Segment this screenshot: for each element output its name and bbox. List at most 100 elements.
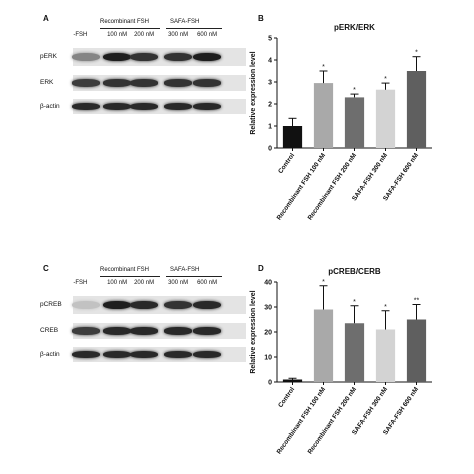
blot-band bbox=[130, 52, 158, 62]
panel-letter-c: C bbox=[43, 264, 49, 273]
blot-row-label: pERK bbox=[40, 53, 57, 60]
blot-strip bbox=[73, 48, 246, 66]
blot-band bbox=[193, 103, 221, 110]
bar-4 bbox=[375, 89, 396, 148]
blot-band bbox=[103, 79, 131, 87]
x-tick-label: Control bbox=[277, 386, 296, 409]
western-blot-c: Recombinant FSH SAFA-FSH -FSH 100 nM 200 nM 3… bbox=[0, 0, 246, 380]
blot-strip bbox=[73, 75, 246, 91]
group-header-recombinant-fsh: Recombinant FSH bbox=[100, 267, 150, 273]
blot-band bbox=[72, 79, 100, 87]
blot-band bbox=[164, 103, 192, 110]
significance-marker: * bbox=[353, 87, 356, 94]
chart-title: pCREB/CERB bbox=[328, 267, 381, 276]
blot-band bbox=[130, 300, 158, 310]
blot-band bbox=[130, 79, 158, 87]
lane-label: -FSH bbox=[73, 280, 88, 286]
y-tick-label: 0 bbox=[268, 380, 272, 387]
blot-band bbox=[103, 103, 131, 110]
y-axis-label: Relative expression level bbox=[250, 290, 257, 373]
x-tick-label: SAFA-FSH 600 nM bbox=[382, 386, 420, 436]
y-tick-label: 2 bbox=[268, 102, 272, 109]
bar-2 bbox=[313, 83, 334, 148]
y-tick-label: 3 bbox=[268, 80, 272, 87]
lane-label: 100 nM bbox=[107, 32, 128, 38]
lane-label: 200 nM bbox=[134, 32, 155, 38]
group-header-safa-fsh: SAFA-FSH bbox=[170, 267, 200, 273]
x-tick-label: Control bbox=[277, 152, 296, 175]
blot-band bbox=[72, 327, 100, 335]
blot-band bbox=[72, 351, 100, 358]
chart-title: pERK/ERK bbox=[334, 23, 375, 32]
significance-marker: * bbox=[322, 279, 325, 286]
blot-band bbox=[103, 351, 131, 358]
blot-strip bbox=[73, 323, 246, 339]
y-tick-label: 40 bbox=[264, 280, 272, 287]
significance-marker: * bbox=[353, 299, 356, 306]
blot-row-label: pCREB bbox=[40, 301, 62, 308]
bar-3 bbox=[344, 323, 365, 382]
blot-band bbox=[164, 300, 192, 310]
panel-letter-d: D bbox=[258, 264, 264, 273]
lane-label: 300 nM bbox=[168, 280, 189, 286]
y-tick-label: 10 bbox=[264, 355, 272, 362]
group-underline-recombinant-fsh bbox=[100, 28, 160, 29]
panel-letter-b: B bbox=[258, 14, 264, 23]
y-tick-label: 20 bbox=[264, 330, 272, 337]
lane-label: 300 nM bbox=[168, 32, 189, 38]
blot-row-label: CREB bbox=[40, 327, 59, 334]
x-tick-label: SAFA-FSH 300 nM bbox=[351, 386, 389, 436]
western-blot-a: Recombinant FSH SAFA-FSH -FSH 100 nM 200 nM 3… bbox=[0, 0, 246, 140]
lane-label: -FSH bbox=[73, 32, 88, 38]
blot-band bbox=[103, 300, 131, 310]
bar-2 bbox=[313, 309, 334, 382]
lane-label: 600 nM bbox=[197, 32, 218, 38]
x-tick-label: Recombinant FSH 100 nM bbox=[276, 152, 328, 221]
x-tick-label: Recombinant FSH 200 nM bbox=[307, 152, 359, 221]
bar-1 bbox=[282, 379, 303, 382]
x-tick-label: Recombinant FSH 100 nM bbox=[276, 386, 328, 455]
group-underline-safa-fsh bbox=[166, 28, 222, 29]
x-tick-label: SAFA-FSH 300 nM bbox=[351, 152, 389, 202]
group-underline-recombinant-fsh bbox=[100, 276, 160, 277]
blot-band bbox=[193, 79, 221, 87]
blot-band bbox=[130, 327, 158, 335]
blot-band bbox=[72, 103, 100, 110]
y-tick-label: 0 bbox=[268, 146, 272, 153]
blot-strip bbox=[73, 296, 246, 314]
blot-band bbox=[130, 351, 158, 358]
lane-label: 600 nM bbox=[197, 280, 218, 286]
x-tick-label: SAFA-FSH 600 nM bbox=[382, 152, 420, 202]
blot-band bbox=[164, 79, 192, 87]
blot-band bbox=[193, 327, 221, 335]
blot-band bbox=[130, 103, 158, 110]
group-header-recombinant-fsh: Recombinant FSH bbox=[100, 19, 150, 25]
bar-4 bbox=[375, 329, 396, 382]
blot-band bbox=[193, 351, 221, 358]
y-axis-label: Relative expression level bbox=[250, 51, 257, 134]
group-header-safa-fsh: SAFA-FSH bbox=[170, 19, 200, 25]
blot-band bbox=[164, 327, 192, 335]
bar-3 bbox=[344, 97, 365, 148]
y-tick-label: 4 bbox=[268, 58, 272, 65]
blot-row-label: β-actin bbox=[40, 102, 60, 110]
blot-band bbox=[103, 327, 131, 335]
significance-marker: * bbox=[384, 76, 387, 83]
y-tick-label: 1 bbox=[268, 124, 272, 131]
blot-strip bbox=[73, 347, 246, 362]
lane-label: 100 nM bbox=[107, 280, 128, 286]
blot-band bbox=[164, 52, 192, 62]
blot-row-label: ERK bbox=[40, 79, 54, 86]
lane-label: 200 nM bbox=[134, 280, 155, 286]
blot-band bbox=[72, 300, 100, 310]
bar-5 bbox=[406, 319, 427, 382]
y-tick-label: 5 bbox=[268, 36, 272, 43]
bar-5 bbox=[406, 71, 427, 148]
panel-letter-a: A bbox=[43, 14, 49, 23]
blot-row-label: β-actin bbox=[40, 350, 60, 358]
blot-band bbox=[72, 52, 100, 62]
blot-band bbox=[193, 300, 221, 310]
blot-strip bbox=[73, 99, 246, 114]
bar-1 bbox=[282, 126, 303, 148]
blot-band bbox=[193, 52, 221, 62]
